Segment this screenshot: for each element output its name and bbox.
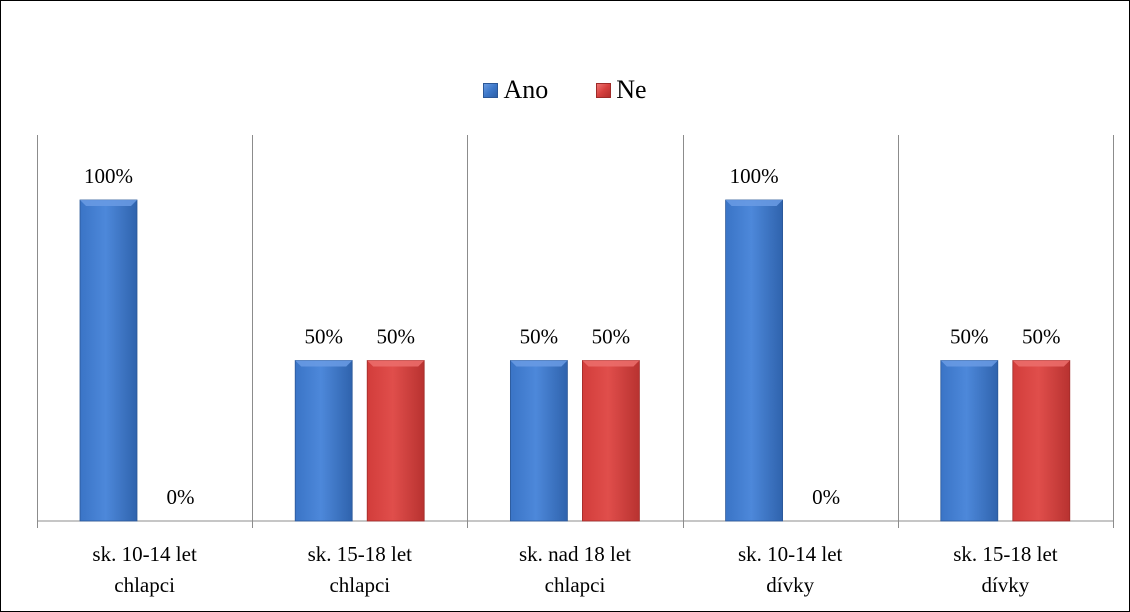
data-label-ano: 50% [520, 325, 559, 349]
legend: Ano Ne [0, 75, 1130, 105]
data-label-ne: 50% [376, 325, 415, 349]
legend-swatch-ano [483, 82, 499, 98]
bar-bevel-ne [1012, 360, 1070, 367]
bar-bevel-ano [80, 200, 137, 206]
bar-bevel-ne [582, 360, 640, 367]
bar-ano [294, 360, 353, 522]
bar-bevel-ano [510, 360, 568, 367]
bar-bevel-ne [367, 360, 425, 367]
bar-ano [940, 360, 999, 522]
category-label: sk. nad 18 let [519, 542, 631, 566]
bar-bevel-ano [295, 360, 353, 367]
category-label: dívky [981, 573, 1029, 597]
category-label: chlapci [545, 573, 606, 597]
data-label-ne: 0% [167, 485, 195, 509]
data-label-ne: 50% [1022, 325, 1061, 349]
data-label-ano: 50% [950, 325, 989, 349]
data-label-ne: 50% [592, 325, 631, 349]
category-label: sk. 15-18 let [953, 542, 1058, 566]
bar-ano [79, 199, 138, 522]
bar-ne [1012, 360, 1071, 522]
category-label: chlapci [114, 573, 175, 597]
category-label: chlapci [329, 573, 390, 597]
category-label: sk. 10-14 let [92, 542, 197, 566]
data-label-ano: 100% [84, 164, 133, 188]
legend-swatch-ne [596, 82, 612, 98]
bar-ne [366, 360, 425, 522]
category-label: dívky [766, 573, 814, 597]
bar-ano [725, 199, 783, 522]
category-label: sk. 15-18 let [308, 542, 413, 566]
legend-label-ano: Ano [503, 75, 549, 104]
bar-bevel-ano [940, 360, 998, 367]
legend-item-ne: Ne [596, 75, 647, 105]
data-label-ne: 0% [812, 485, 840, 509]
category-label: sk. 10-14 let [738, 542, 843, 566]
bar-ano [509, 360, 568, 522]
data-label-ano: 100% [730, 164, 779, 188]
bar-ne [582, 360, 640, 522]
legend-label-ne: Ne [616, 75, 647, 104]
bar-bevel-ano [725, 200, 783, 206]
data-label-ano: 50% [304, 325, 343, 349]
legend-item-ano: Ano [483, 75, 548, 105]
